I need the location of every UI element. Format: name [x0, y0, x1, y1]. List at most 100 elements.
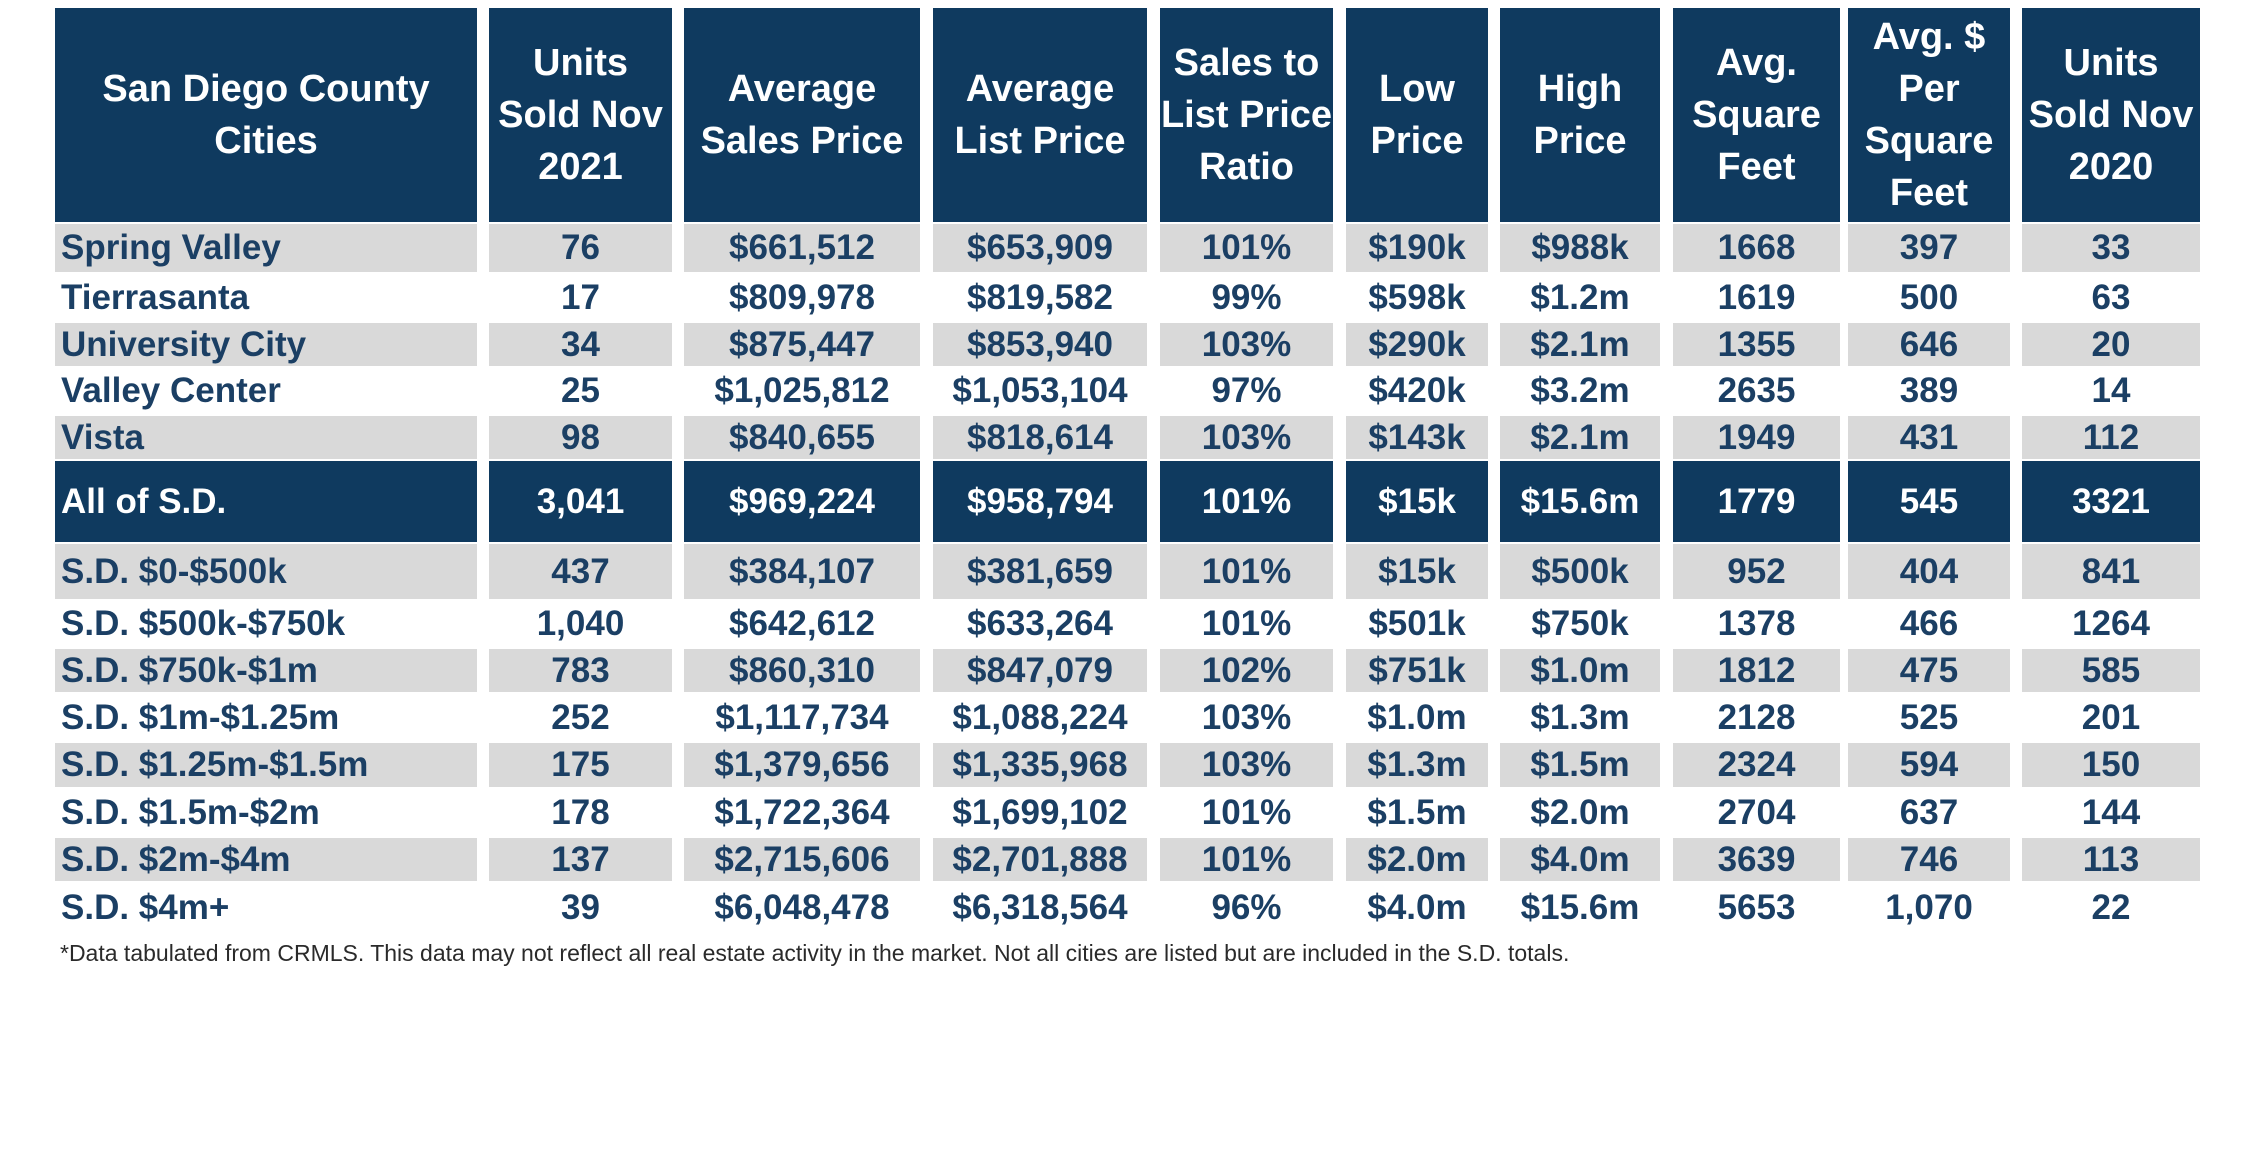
- row-units-2020: 150: [2022, 743, 2200, 787]
- row-units-2020: 14: [2091, 371, 2131, 410]
- row-city: S.D. $750k-$1m: [55, 649, 477, 692]
- total-low-price: $15k: [1346, 461, 1488, 542]
- row-low-price: $1.3m: [1346, 743, 1488, 787]
- row-city: Valley Center: [61, 371, 281, 410]
- row-low-price: $420k: [1368, 371, 1466, 410]
- row-avg-sales-price: $384,107: [684, 544, 920, 599]
- row-high-price: $500k: [1500, 544, 1660, 599]
- row-avg-price-per-sqft: 466: [1899, 604, 1959, 643]
- row-avg-list-price: $853,940: [933, 323, 1147, 366]
- row-avg-sqft: 1949: [1673, 416, 1840, 459]
- row-sales-to-list-ratio: 101%: [1201, 792, 1292, 832]
- row-avg-price-per-sqft: 637: [1899, 792, 1959, 832]
- row-avg-sales-price: $860,310: [684, 649, 920, 692]
- row-avg-sqft: 2635: [1717, 371, 1796, 410]
- row-avg-sales-price: $809,978: [729, 277, 875, 317]
- row-city: Tierrasanta: [61, 277, 250, 317]
- row-units-2020: 144: [2081, 792, 2141, 832]
- row-high-price: $1.5m: [1500, 743, 1660, 787]
- row-city: University City: [55, 323, 477, 366]
- row-sales-to-list-ratio: 103%: [1201, 697, 1292, 737]
- row-units-2020: 201: [2081, 697, 2141, 737]
- row-city: S.D. $1.25m-$1.5m: [55, 743, 477, 787]
- row-sales-to-list-ratio: 99%: [1211, 277, 1282, 317]
- row-city: S.D. $500k-$750k: [61, 604, 346, 643]
- row-units-2021: 39: [561, 887, 600, 927]
- row-avg-sqft: 2324: [1673, 743, 1840, 787]
- row-units-2020: 1264: [2072, 604, 2150, 643]
- row-avg-list-price: $6,318,564: [952, 887, 1128, 927]
- row-avg-sales-price: $1,025,812: [714, 371, 890, 410]
- row-avg-price-per-sqft: 594: [1848, 743, 2010, 787]
- row-avg-list-price: $1,699,102: [952, 792, 1128, 832]
- total-city: All of S.D.: [55, 461, 477, 542]
- row-units-2020: 113: [2022, 838, 2200, 881]
- row-avg-sales-price: $1,117,734: [715, 697, 889, 737]
- header-avg-sales-price: Average Sales Price: [684, 8, 920, 222]
- row-city: Vista: [55, 416, 477, 459]
- row-units-2021: 137: [489, 838, 672, 881]
- row-avg-list-price: $819,582: [967, 277, 1113, 317]
- row-sales-to-list-ratio: 101%: [1160, 544, 1333, 599]
- row-high-price: $1.2m: [1530, 277, 1630, 317]
- row-units-2020: 20: [2022, 323, 2200, 366]
- row-high-price: $2.0m: [1530, 792, 1630, 832]
- row-avg-list-price: $633,264: [967, 604, 1113, 643]
- row-avg-price-per-sqft: 389: [1899, 371, 1959, 410]
- row-avg-sqft: 1812: [1673, 649, 1840, 692]
- row-units-2020: 841: [2022, 544, 2200, 599]
- row-sales-to-list-ratio: 103%: [1160, 323, 1333, 366]
- row-city: S.D. $0-$500k: [55, 544, 477, 599]
- row-avg-sales-price: $661,512: [684, 224, 920, 272]
- row-avg-price-per-sqft: 525: [1899, 697, 1959, 737]
- row-avg-sales-price: $1,379,656: [684, 743, 920, 787]
- row-avg-price-per-sqft: 431: [1848, 416, 2010, 459]
- row-low-price: $1.0m: [1367, 697, 1467, 737]
- row-sales-to-list-ratio: 97%: [1211, 371, 1282, 410]
- row-avg-list-price: $2,701,888: [933, 838, 1147, 881]
- row-avg-sales-price: $2,715,606: [684, 838, 920, 881]
- row-high-price: $1.3m: [1530, 697, 1630, 737]
- row-avg-sales-price: $1,722,364: [714, 792, 890, 832]
- header-units-2020: Units Sold Nov 2020: [2022, 8, 2200, 222]
- row-units-2021: 783: [489, 649, 672, 692]
- row-units-2021: 34: [489, 323, 672, 366]
- row-sales-to-list-ratio: 101%: [1160, 838, 1333, 881]
- row-city: S.D. $4m+: [61, 887, 230, 927]
- total-high-price: $15.6m: [1500, 461, 1660, 542]
- row-high-price: $3.2m: [1530, 371, 1630, 410]
- total-units-2021: 3,041: [489, 461, 672, 542]
- row-units-2021: 178: [551, 792, 610, 832]
- row-units-2021: 252: [551, 697, 610, 737]
- header-units-2021: Units Sold Nov 2021: [489, 8, 672, 222]
- row-avg-price-per-sqft: 1,070: [1885, 887, 1973, 927]
- row-avg-list-price: $653,909: [933, 224, 1147, 272]
- row-avg-sqft: 1668: [1673, 224, 1840, 272]
- row-low-price: $501k: [1368, 604, 1466, 643]
- row-sales-to-list-ratio: 103%: [1160, 743, 1333, 787]
- row-units-2021: 1,040: [536, 604, 625, 643]
- footnote: *Data tabulated from CRMLS. This data ma…: [60, 940, 1570, 966]
- row-avg-price-per-sqft: 646: [1848, 323, 2010, 366]
- row-avg-price-per-sqft: 404: [1848, 544, 2010, 599]
- header-avg-list-price: Average List Price: [933, 8, 1147, 222]
- header-avg-price-per-sqft: Avg. $ Per Square Feet: [1848, 8, 2010, 222]
- row-low-price: $15k: [1346, 544, 1488, 599]
- row-low-price: $290k: [1346, 323, 1488, 366]
- row-high-price: $750k: [1531, 604, 1629, 643]
- row-avg-sqft: 2128: [1717, 697, 1796, 737]
- row-high-price: $2.1m: [1500, 323, 1660, 366]
- row-units-2020: 585: [2022, 649, 2200, 692]
- total-sales-to-list-ratio: 101%: [1160, 461, 1333, 542]
- row-avg-price-per-sqft: 397: [1848, 224, 2010, 272]
- row-avg-sales-price: $875,447: [684, 323, 920, 366]
- row-high-price: $15.6m: [1520, 887, 1640, 927]
- row-units-2021: 98: [489, 416, 672, 459]
- row-avg-sqft: 3639: [1673, 838, 1840, 881]
- row-avg-sales-price: $6,048,478: [714, 887, 890, 927]
- row-low-price: $4.0m: [1367, 887, 1467, 927]
- row-avg-price-per-sqft: 746: [1848, 838, 2010, 881]
- row-high-price: $4.0m: [1500, 838, 1660, 881]
- row-avg-sqft: 1355: [1673, 323, 1840, 366]
- row-avg-sqft: 952: [1673, 544, 1840, 599]
